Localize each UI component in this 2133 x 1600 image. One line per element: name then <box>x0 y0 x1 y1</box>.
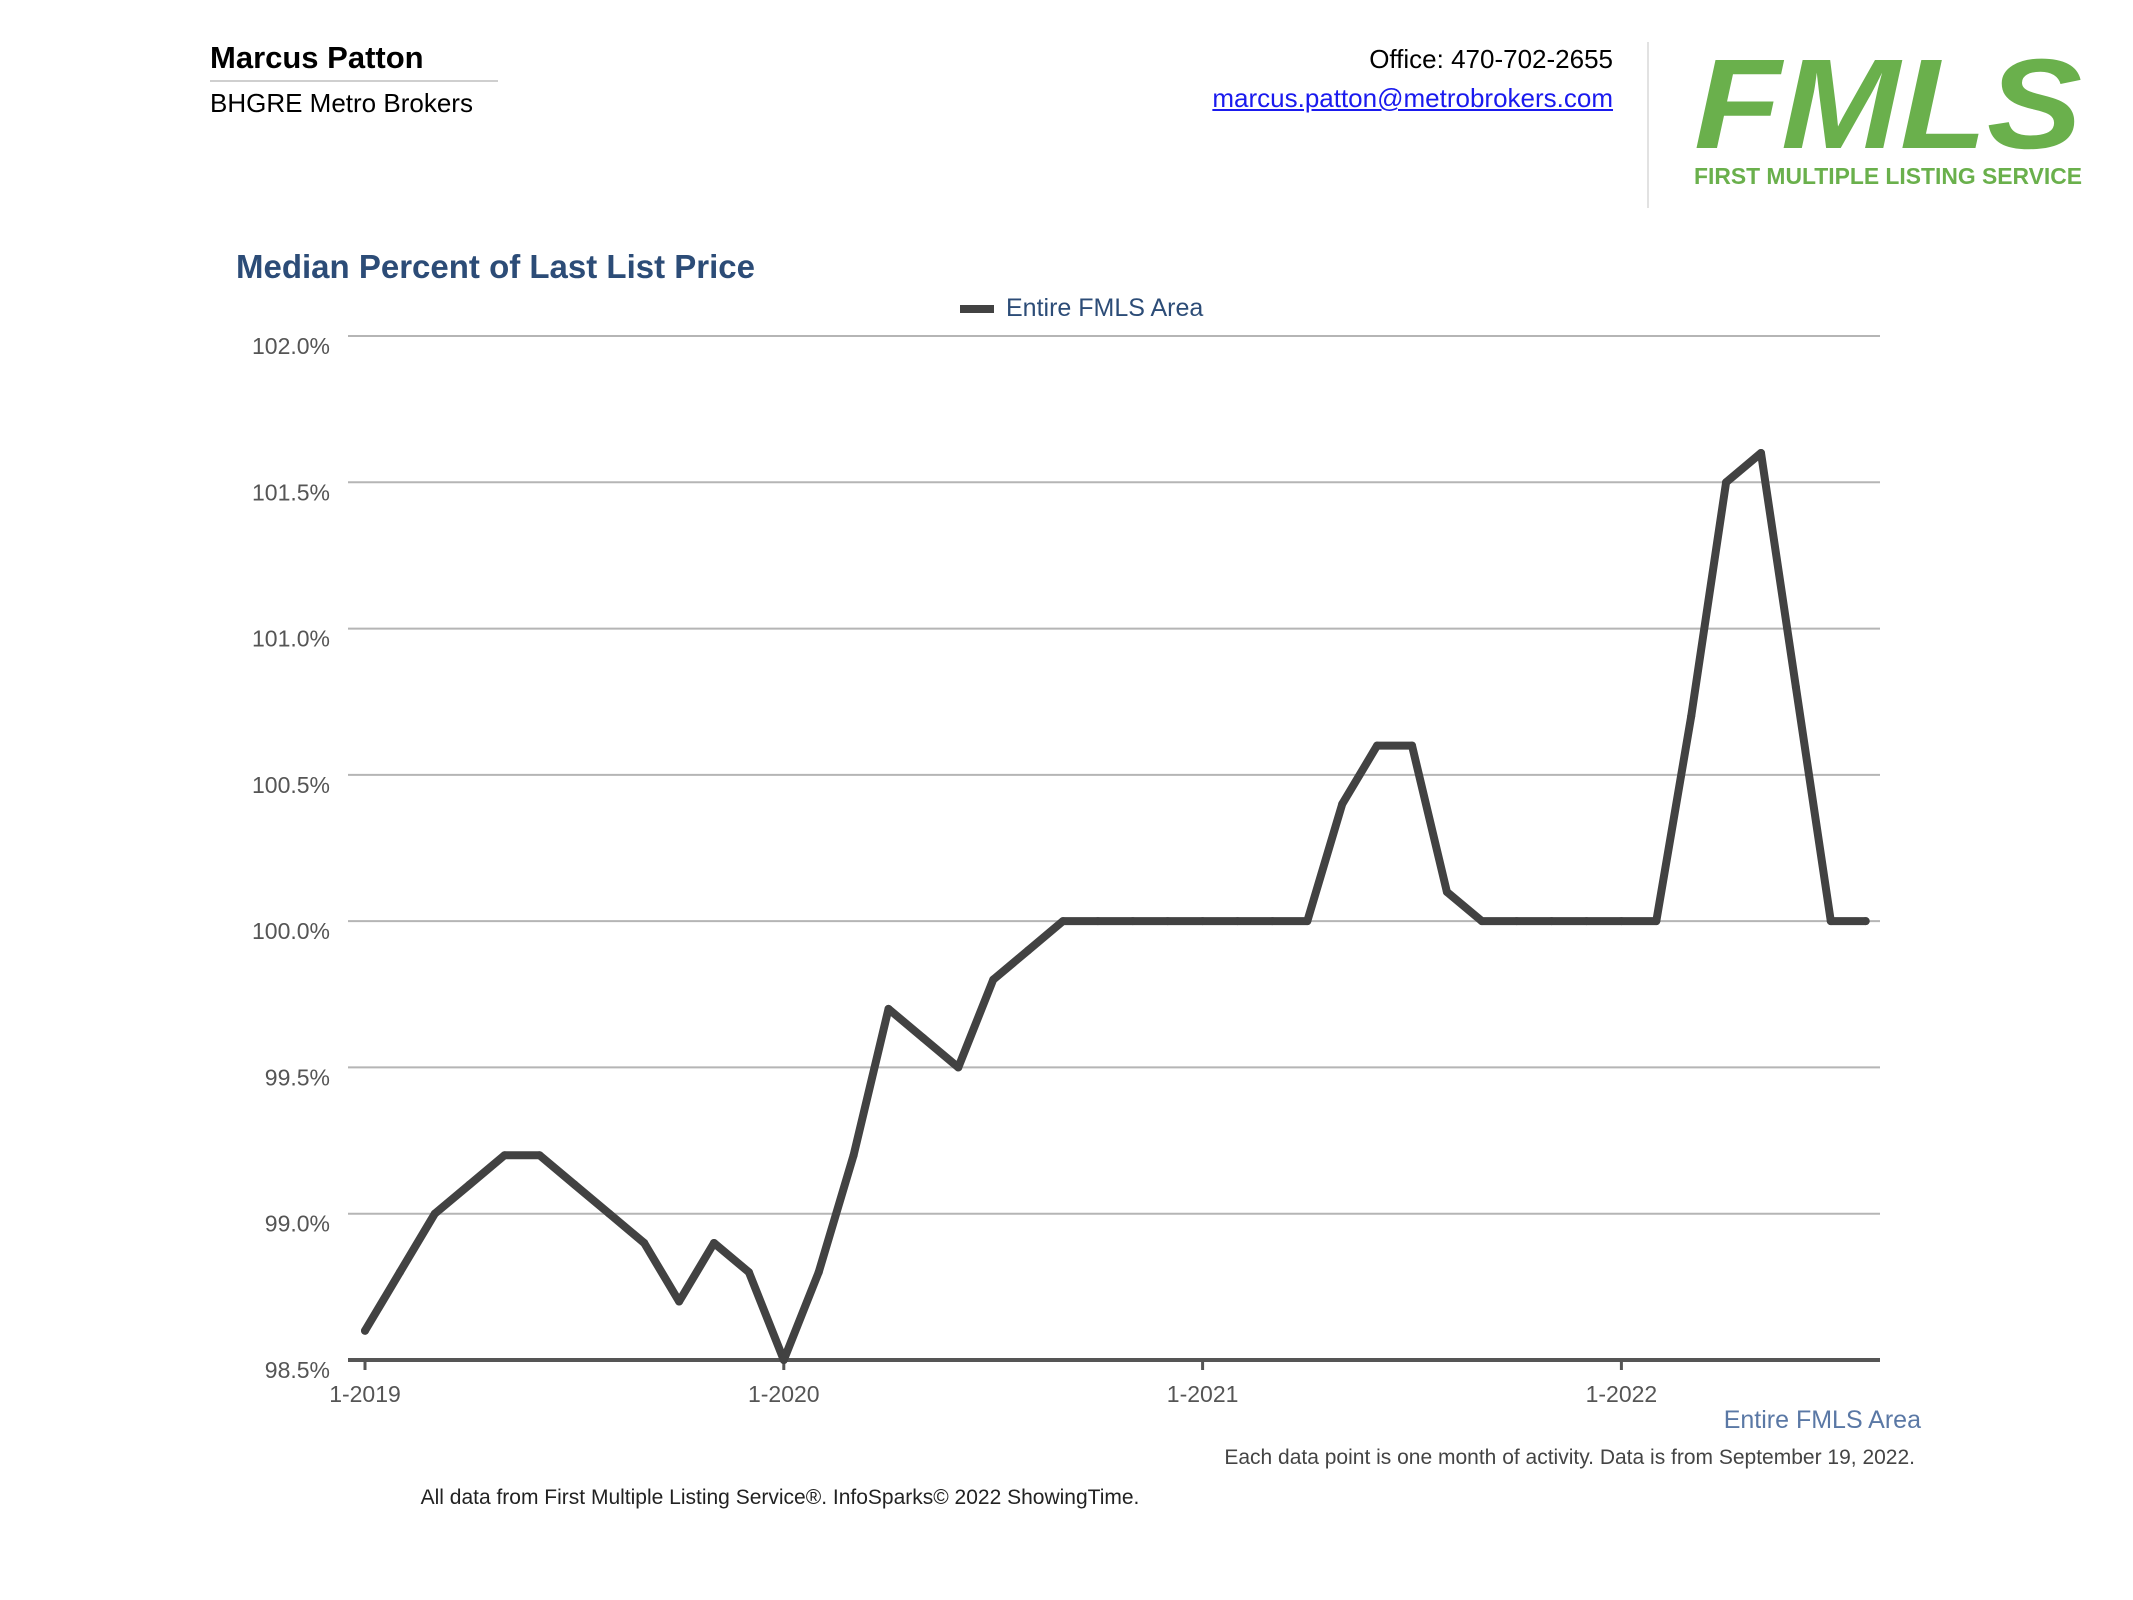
agent-name: Marcus Patton <box>210 40 498 82</box>
data-point <box>1652 917 1661 926</box>
series-line <box>361 449 1870 1364</box>
fmls-logo: FMLS FIRST MULTIPLE LISTING SERVICE <box>1694 52 2082 189</box>
data-point <box>1408 741 1416 750</box>
data-point <box>710 1238 718 1247</box>
data-point <box>1617 917 1626 926</box>
data-point <box>361 1326 369 1335</box>
data-point <box>1477 917 1486 926</box>
data-point <box>1861 917 1870 926</box>
data-point <box>849 1151 858 1160</box>
data-point <box>1163 917 1172 926</box>
contact-info: Office: 470-702-2655 marcus.patton@metro… <box>1212 44 1613 114</box>
data-point <box>1059 917 1067 926</box>
series-caption: Entire FMLS Area <box>1723 1406 1921 1434</box>
data-point <box>1687 712 1696 721</box>
data-point <box>1198 917 1207 926</box>
data-point <box>814 1268 823 1277</box>
data-point <box>430 1209 439 1218</box>
data-point <box>1582 917 1591 926</box>
data-point <box>1268 917 1277 926</box>
office-phone: Office: 470-702-2655 <box>1369 44 1613 74</box>
data-point <box>535 1151 544 1160</box>
y-tick-label: 102.0% <box>252 333 330 359</box>
data-point <box>1233 917 1242 926</box>
email-link[interactable]: marcus.patton@metrobrokers.com <box>1212 83 1613 113</box>
data-point <box>1757 449 1765 458</box>
legend-swatch <box>960 304 994 313</box>
x-tick-label: 1-2022 <box>1586 1381 1658 1407</box>
data-point <box>884 1004 893 1013</box>
data-point <box>1338 800 1347 809</box>
x-tick-label: 1-2021 <box>1167 1381 1239 1407</box>
data-point <box>1826 917 1835 926</box>
data-point <box>1722 478 1731 487</box>
data-point <box>989 975 998 984</box>
logo-wordmark: FMLS <box>1694 52 2082 176</box>
data-point <box>640 1238 649 1247</box>
agent-company: BHGRE Metro Brokers <box>210 88 473 118</box>
legend-item-entire-fmls-area[interactable]: Entire FMLS Area <box>960 294 1203 323</box>
data-point <box>1093 917 1102 926</box>
data-point <box>744 1268 753 1277</box>
data-point <box>1791 683 1800 692</box>
logo-tagline: FIRST MULTIPLE LISTING SERVICE <box>1694 163 2082 189</box>
data-point <box>1512 917 1521 926</box>
y-tick-label: 98.5% <box>265 1357 330 1383</box>
data-point <box>954 1063 963 1072</box>
data-point <box>1442 887 1451 896</box>
y-tick-label: 101.0% <box>252 626 330 652</box>
chart-title: Median Percent of Last List Price <box>236 248 755 285</box>
data-point <box>395 1268 404 1277</box>
data-point <box>1547 917 1556 926</box>
data-point <box>465 1180 474 1189</box>
data-point <box>779 1356 788 1364</box>
legend-label: Entire FMLS Area <box>1006 294 1204 322</box>
data-point <box>500 1151 509 1160</box>
y-tick-label: 99.5% <box>265 1064 330 1090</box>
data-point <box>919 1034 928 1043</box>
data-point <box>675 1297 684 1306</box>
data-point <box>1373 741 1382 750</box>
y-tick-label: 100.0% <box>252 918 330 944</box>
data-point <box>605 1209 614 1218</box>
y-tick-label: 101.5% <box>252 479 330 505</box>
x-tick-label: 1-2020 <box>748 1381 820 1407</box>
y-tick-label: 100.5% <box>252 772 330 798</box>
data-point <box>1024 946 1033 955</box>
agent-info: Marcus Patton BHGRE Metro Brokers <box>210 40 498 119</box>
header-divider <box>1647 42 1649 208</box>
data-point <box>570 1180 579 1189</box>
data-point <box>1128 917 1137 926</box>
data-point <box>1303 917 1312 926</box>
source-footer: All data from First Multiple Listing Ser… <box>420 1486 1140 1509</box>
y-tick-label: 99.0% <box>265 1211 330 1237</box>
x-tick-label: 1-2019 <box>329 1381 401 1407</box>
data-note: Each data point is one month of activity… <box>1224 1446 1915 1469</box>
